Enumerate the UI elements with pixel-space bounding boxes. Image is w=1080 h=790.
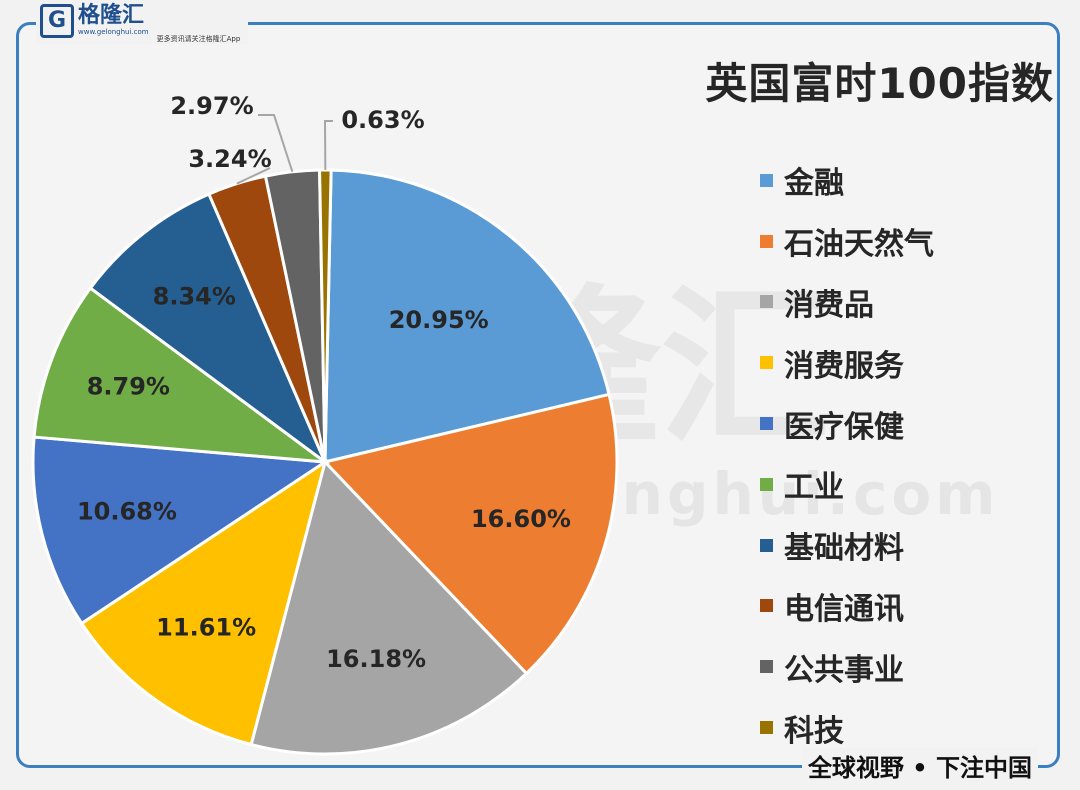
legend-label: 石油天然气	[784, 227, 934, 263]
chart-title: 英国富时100指数	[705, 59, 1054, 108]
legend-label: 医疗保健	[784, 409, 904, 445]
legend-item-7: 基础材料	[760, 515, 934, 576]
legend-swatch	[760, 295, 773, 309]
logo-mark-icon: G	[40, 4, 74, 38]
legend-label: 公共事业	[784, 652, 904, 688]
legend-swatch	[760, 356, 773, 370]
legend-swatch	[760, 660, 773, 674]
legend-item-8: 电信通讯	[760, 576, 934, 637]
legend-label: 科技	[784, 713, 844, 749]
data-label-4: 11.61%	[156, 613, 256, 641]
data-label-8: 3.24%	[188, 145, 271, 173]
data-label-9: 2.97%	[170, 92, 253, 120]
legend-label: 金融	[784, 166, 844, 202]
leader-line-8	[236, 167, 271, 185]
pie-slice-5	[31, 435, 330, 626]
legend-item-9: 公共事业	[760, 636, 934, 697]
data-label-2: 16.60%	[471, 505, 571, 533]
pie-slice-1	[323, 168, 611, 464]
footer-slogan: 全球视野 • 下注中国	[801, 748, 1038, 783]
legend-swatch	[760, 538, 773, 552]
logo-url: www.gelonghui.com	[78, 28, 149, 36]
legend-swatch	[760, 599, 773, 613]
pie-slice-4	[79, 458, 328, 747]
legend-item-10: 科技	[760, 697, 934, 758]
legend-item-6: 工业	[760, 454, 934, 515]
legend-item-1: 金融	[760, 150, 934, 211]
legend: 金融石油天然气消费品消费服务医疗保健工业基础材料电信通讯公共事业科技	[760, 150, 934, 758]
data-label-10: 0.63%	[341, 106, 424, 134]
pie-slice-7	[88, 192, 329, 467]
data-label-6: 8.79%	[87, 373, 170, 401]
data-label-1: 20.95%	[389, 306, 489, 334]
logo-slogan: 更多资讯请关注格隆汇App	[156, 35, 241, 43]
logo-name: 格隆汇	[78, 3, 145, 28]
legend-swatch	[760, 417, 773, 431]
data-label-5: 10.68%	[77, 498, 177, 526]
logo: G 格隆汇 www.gelonghui.com 更多资讯请关注格隆汇App	[36, 3, 249, 44]
pie-slice-3	[249, 459, 529, 756]
data-label-7: 8.34%	[153, 282, 236, 310]
legend-swatch	[760, 173, 773, 187]
data-label-3: 16.18%	[326, 645, 426, 673]
legend-label: 消费服务	[784, 348, 904, 384]
legend-item-5: 医疗保健	[760, 393, 934, 454]
legend-swatch	[760, 477, 773, 491]
legend-item-4: 消费服务	[760, 332, 934, 393]
legend-label: 基础材料	[784, 531, 904, 567]
legend-swatch	[760, 721, 773, 735]
legend-item-3: 消费品	[760, 272, 934, 333]
legend-label: 消费品	[784, 287, 874, 323]
pie-slice-2	[322, 392, 619, 676]
leader-line-9	[258, 114, 294, 173]
legend-label: 电信通讯	[784, 591, 904, 627]
legend-swatch	[760, 234, 773, 248]
legend-item-2: 石油天然气	[760, 211, 934, 272]
legend-label: 工业	[784, 470, 844, 506]
leader-line-10	[323, 120, 333, 171]
pie-slice-6	[32, 286, 331, 464]
pie-slice-10	[318, 168, 333, 463]
